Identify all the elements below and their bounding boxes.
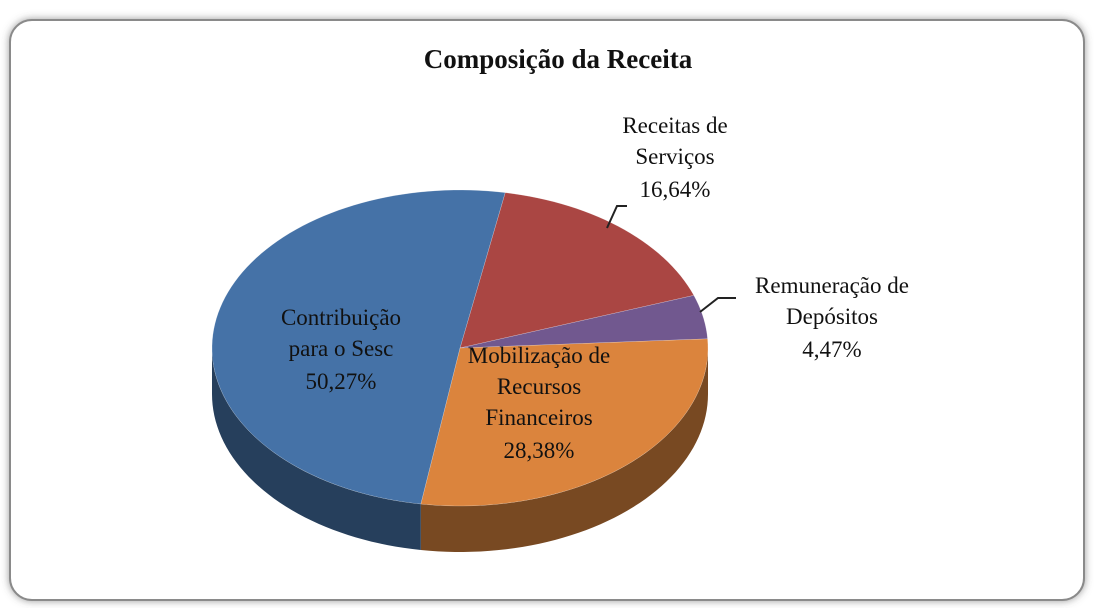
leader-line [606, 205, 627, 229]
pie-slice [459, 295, 708, 349]
slice-value-label: 28,38% [504, 438, 575, 463]
leader-line [699, 297, 736, 313]
slice-label: Contribuição para o Sesc [281, 305, 401, 361]
chart-title: Composição da Receita [424, 44, 693, 74]
labels: Receitas de Serviços 16,64% Remuneração de D… [281, 113, 909, 463]
slice-label: Remuneração de Depósitos [755, 273, 909, 329]
pie-slice [420, 338, 709, 507]
slice-label: Mobilização de Recursos Financeiros [468, 343, 610, 430]
pie-slice [211, 189, 506, 505]
slice-value-label: 50,27% [306, 369, 377, 394]
pie-sides [212, 348, 708, 552]
slice-label: Receitas de Serviços [622, 113, 727, 169]
pie-side [212, 348, 421, 551]
pie-tops [211, 189, 709, 507]
slice-value-label: 4,47% [802, 337, 861, 362]
slice-value-label: 16,64% [640, 177, 711, 202]
pie-side [420, 348, 708, 552]
pie-slice [459, 192, 695, 349]
